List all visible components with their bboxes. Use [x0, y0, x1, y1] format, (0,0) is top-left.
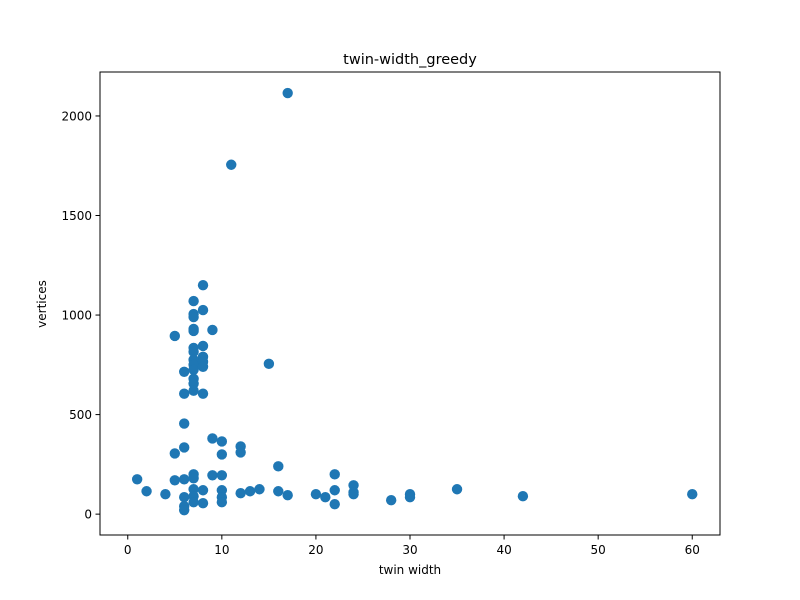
data-point [404, 492, 416, 503]
data-point [451, 484, 463, 495]
data-point [179, 388, 190, 399]
data-point [169, 330, 180, 342]
data-point [188, 295, 199, 307]
data-point [216, 436, 228, 447]
data-point [216, 496, 228, 508]
data-point [188, 496, 199, 508]
data-point [179, 504, 190, 516]
data-point [197, 485, 209, 496]
data-point [329, 498, 340, 510]
data-point [197, 279, 209, 291]
data-point [188, 385, 199, 396]
data-point [179, 492, 190, 503]
data-point [188, 346, 199, 358]
data-point [179, 418, 190, 429]
points-layer [131, 87, 698, 516]
x-tick-label: 30 [402, 543, 417, 557]
x-tick-label: 20 [308, 543, 323, 557]
data-point [131, 474, 143, 485]
y-tick-label: 0 [84, 507, 92, 521]
y-tick-label: 2000 [61, 109, 92, 123]
data-point [188, 325, 199, 337]
data-point [273, 461, 284, 472]
data-point [385, 495, 397, 506]
data-point [207, 324, 218, 336]
data-point [188, 473, 199, 484]
x-tick-label: 50 [591, 543, 606, 557]
data-point [235, 488, 246, 499]
data-point [169, 475, 180, 486]
data-point [160, 489, 171, 500]
chart-title: twin-width_greedy [343, 52, 477, 68]
y-tick-label: 500 [69, 408, 92, 422]
y-tick-label: 1500 [61, 209, 92, 223]
data-point [197, 388, 209, 399]
data-point [273, 486, 284, 497]
x-tick-label: 60 [685, 543, 700, 557]
data-point [188, 311, 199, 323]
x-axis: 0 10 20 30 40 50 60 [124, 535, 700, 557]
data-point [282, 490, 293, 501]
y-tick-label: 1000 [61, 308, 92, 322]
data-point [179, 366, 190, 377]
data-point [235, 447, 246, 458]
data-point [179, 474, 190, 485]
x-tick-label: 40 [496, 543, 511, 557]
x-tick-label: 0 [124, 543, 132, 557]
data-point [517, 491, 529, 502]
y-axis-label: vertices [35, 280, 49, 328]
y-axis: 0 500 1000 1500 2000 [61, 109, 100, 521]
data-point [179, 442, 190, 453]
data-point [216, 470, 228, 481]
data-point [263, 358, 275, 370]
data-point [687, 489, 698, 500]
data-point [226, 159, 237, 170]
data-point [282, 87, 293, 99]
data-point [169, 448, 180, 459]
x-tick-label: 10 [214, 543, 229, 557]
data-point [329, 485, 340, 496]
data-point [197, 497, 209, 509]
data-point [197, 361, 209, 373]
x-axis-label: twin width [379, 563, 441, 577]
data-point [348, 489, 359, 500]
data-point [188, 364, 199, 375]
data-point [216, 449, 228, 460]
data-point [197, 304, 209, 316]
data-point [310, 489, 322, 500]
data-point [207, 470, 218, 481]
data-point [320, 492, 331, 503]
data-point [254, 484, 265, 495]
data-point [329, 469, 340, 480]
data-point [207, 433, 218, 444]
data-point [244, 486, 256, 497]
data-point [141, 486, 152, 497]
data-point [197, 340, 209, 352]
